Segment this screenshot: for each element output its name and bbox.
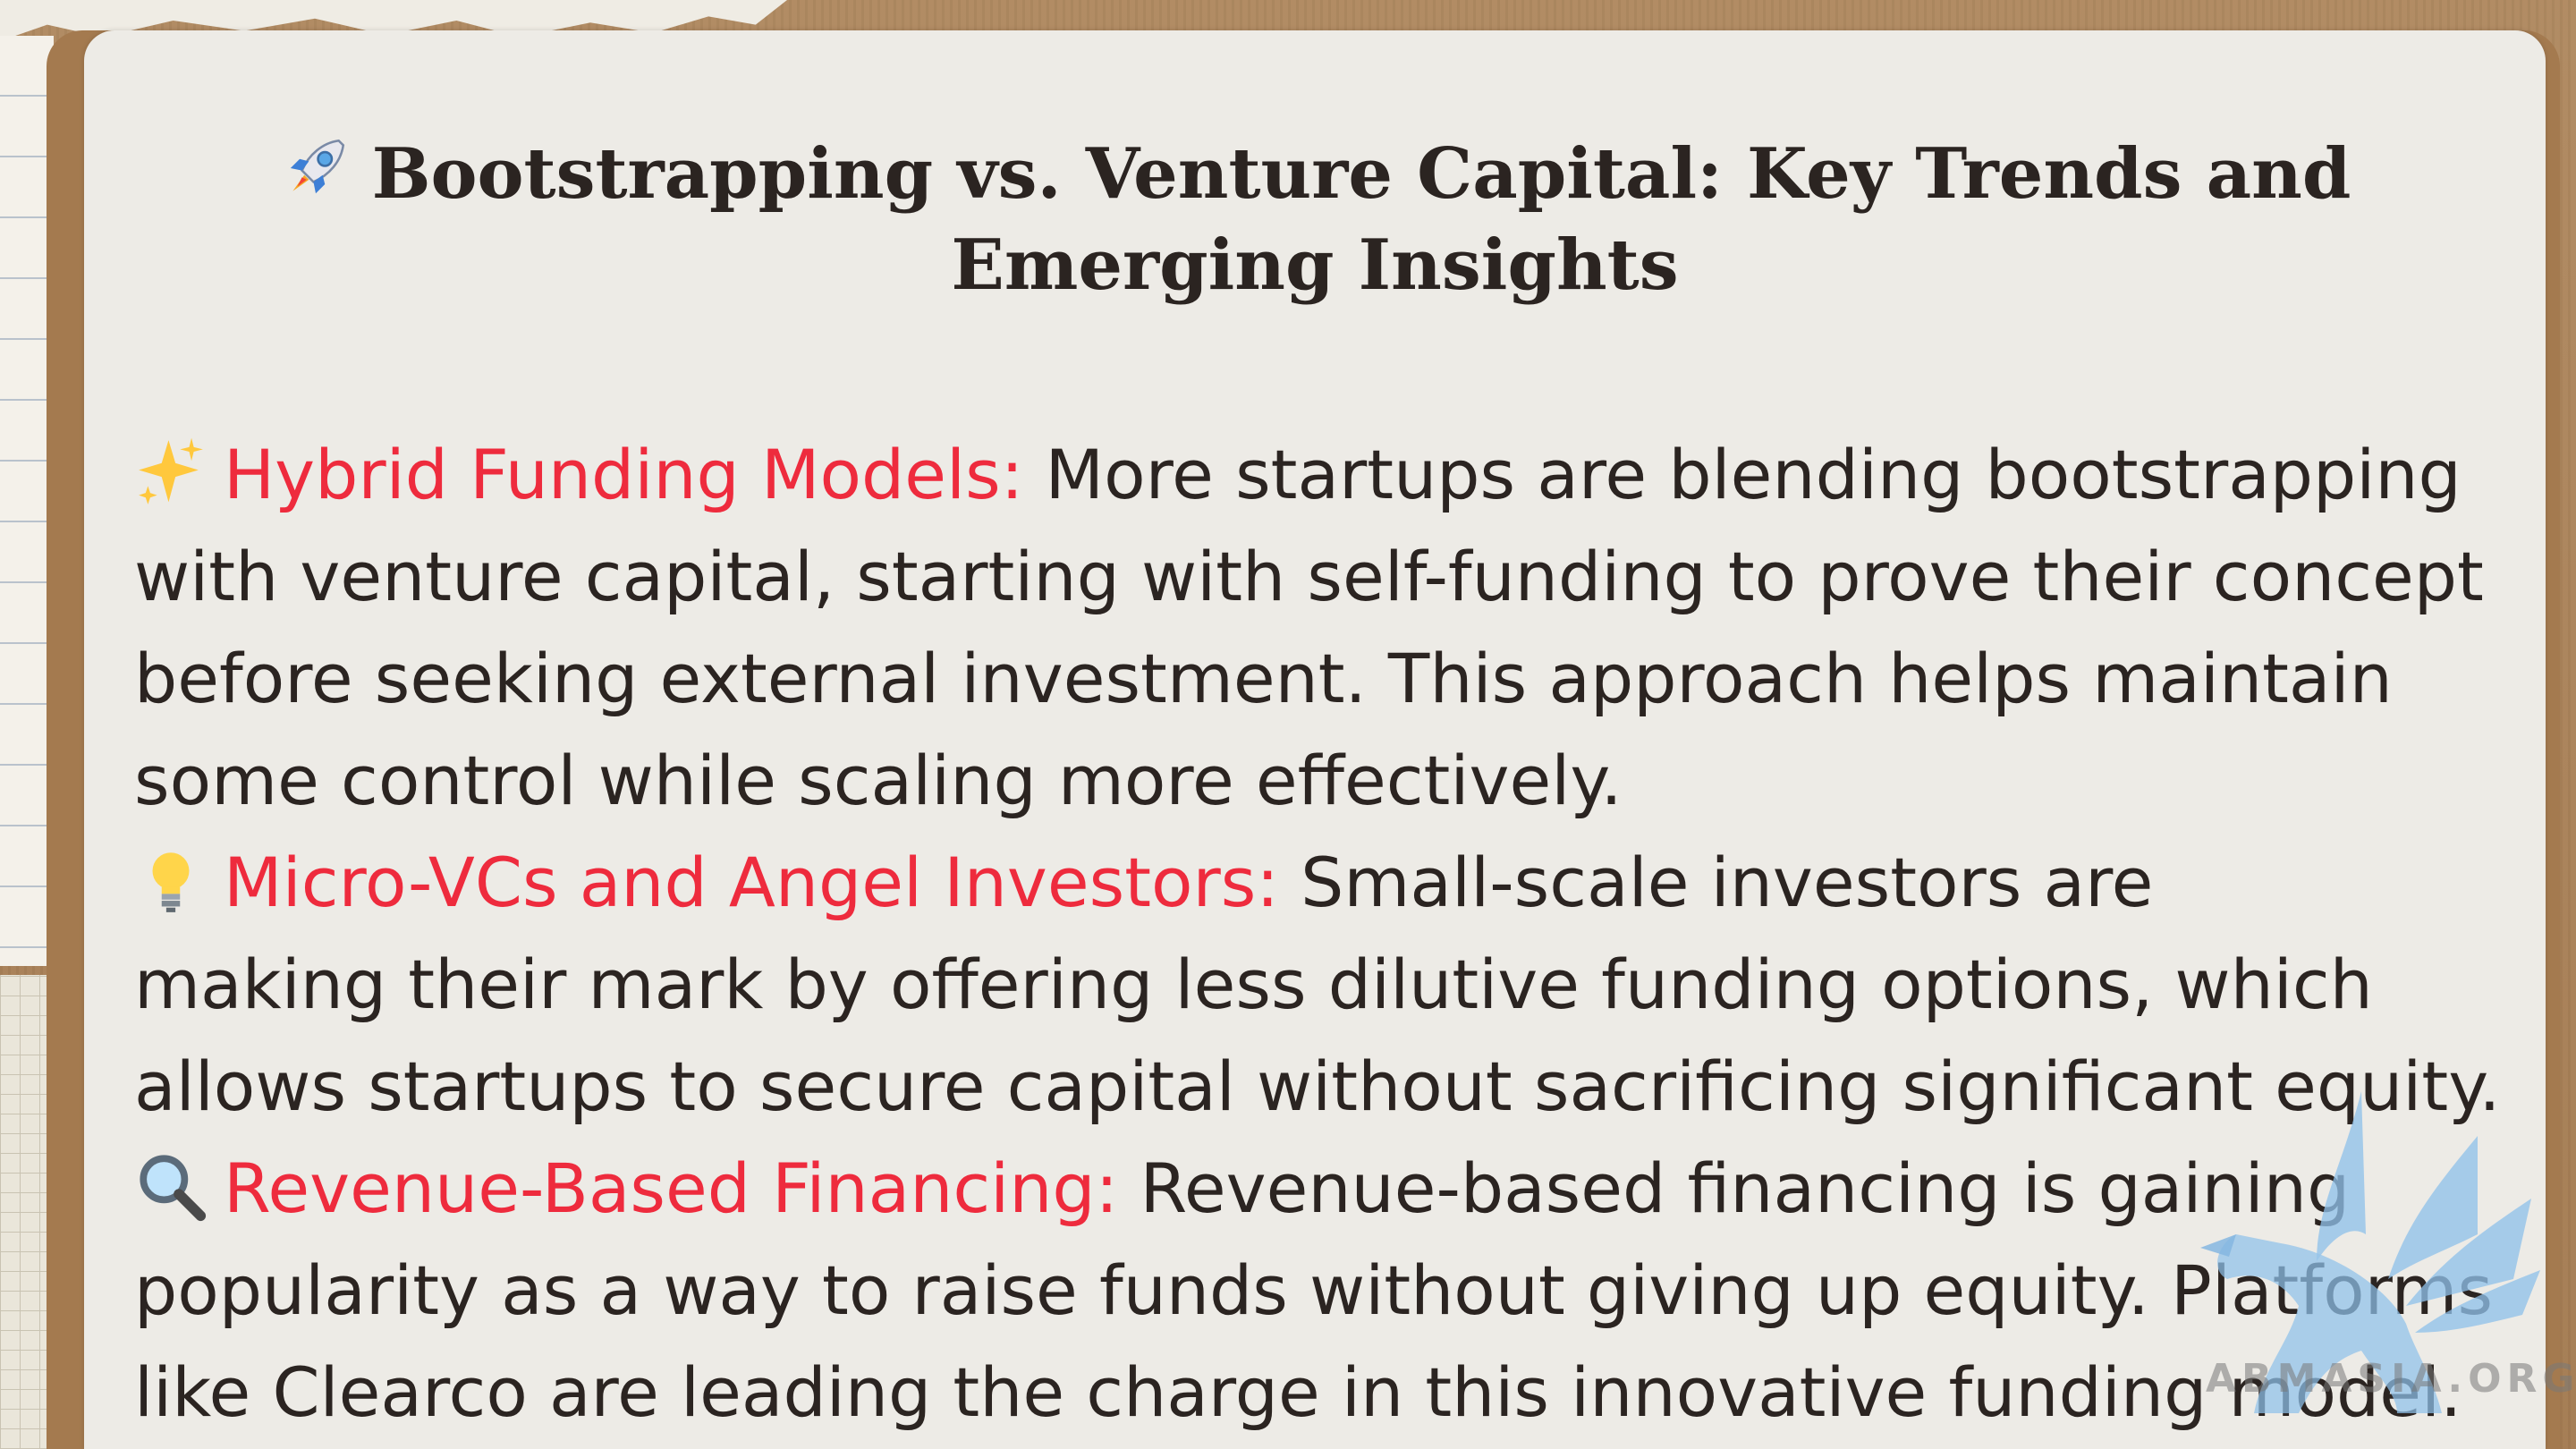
section-text-line: popularity as a way to raise funds witho… bbox=[134, 1250, 2494, 1330]
griffin-logo-icon bbox=[2200, 1091, 2540, 1413]
section-text-line: Revenue-based financing is gaining bbox=[1140, 1148, 2351, 1228]
section-heading: Micro-VCs and Angel Investors: bbox=[224, 843, 1279, 922]
section-text-line: like Clearco are leading the charge in t… bbox=[134, 1352, 2462, 1432]
title-line-1: Bootstrapping vs. Venture Capital: Key T… bbox=[84, 129, 2546, 220]
watermark-text: ABMASIA.ORG bbox=[2206, 1356, 2576, 1402]
sparkles-icon bbox=[139, 437, 203, 504]
section-micro-vcs: Micro-VCs and Angel Investors: Small-sca… bbox=[134, 832, 2540, 1138]
content-body: Hybrid Funding Models: More startups are… bbox=[134, 424, 2540, 1444]
section-text-line: with venture capital, starting with self… bbox=[134, 537, 2484, 616]
section-heading: Hybrid Funding Models: bbox=[224, 435, 1024, 514]
section-text-line: making their mark by offering less dilut… bbox=[134, 945, 2373, 1024]
light-bulb-icon bbox=[152, 852, 190, 912]
section-heading: Revenue-Based Financing: bbox=[224, 1148, 1119, 1228]
rocket-icon bbox=[290, 139, 344, 194]
section-text-line: More startups are blending bootstrapping bbox=[1045, 435, 2462, 514]
section-hybrid-funding: Hybrid Funding Models: More startups are… bbox=[134, 424, 2540, 832]
section-text-line: Small-scale investors are bbox=[1301, 843, 2154, 922]
section-text-line: some control while scaling more effectiv… bbox=[134, 741, 1623, 820]
title-text-line-1: Bootstrapping vs. Venture Capital: Key T… bbox=[371, 133, 2351, 215]
page-title: Bootstrapping vs. Venture Capital: Key T… bbox=[84, 129, 2546, 311]
section-text-line: before seeking external investment. This… bbox=[134, 639, 2393, 718]
section-revenue-based: Revenue-Based Financing: Revenue-based f… bbox=[134, 1138, 2540, 1444]
section-text-line: allows startups to secure capital withou… bbox=[134, 1046, 2501, 1126]
content-card: Bootstrapping vs. Venture Capital: Key T… bbox=[84, 30, 2546, 1449]
magnifying-glass-icon bbox=[140, 1155, 207, 1222]
title-text-line-2: Emerging Insights bbox=[951, 225, 1679, 306]
notebook-paper bbox=[0, 36, 54, 966]
